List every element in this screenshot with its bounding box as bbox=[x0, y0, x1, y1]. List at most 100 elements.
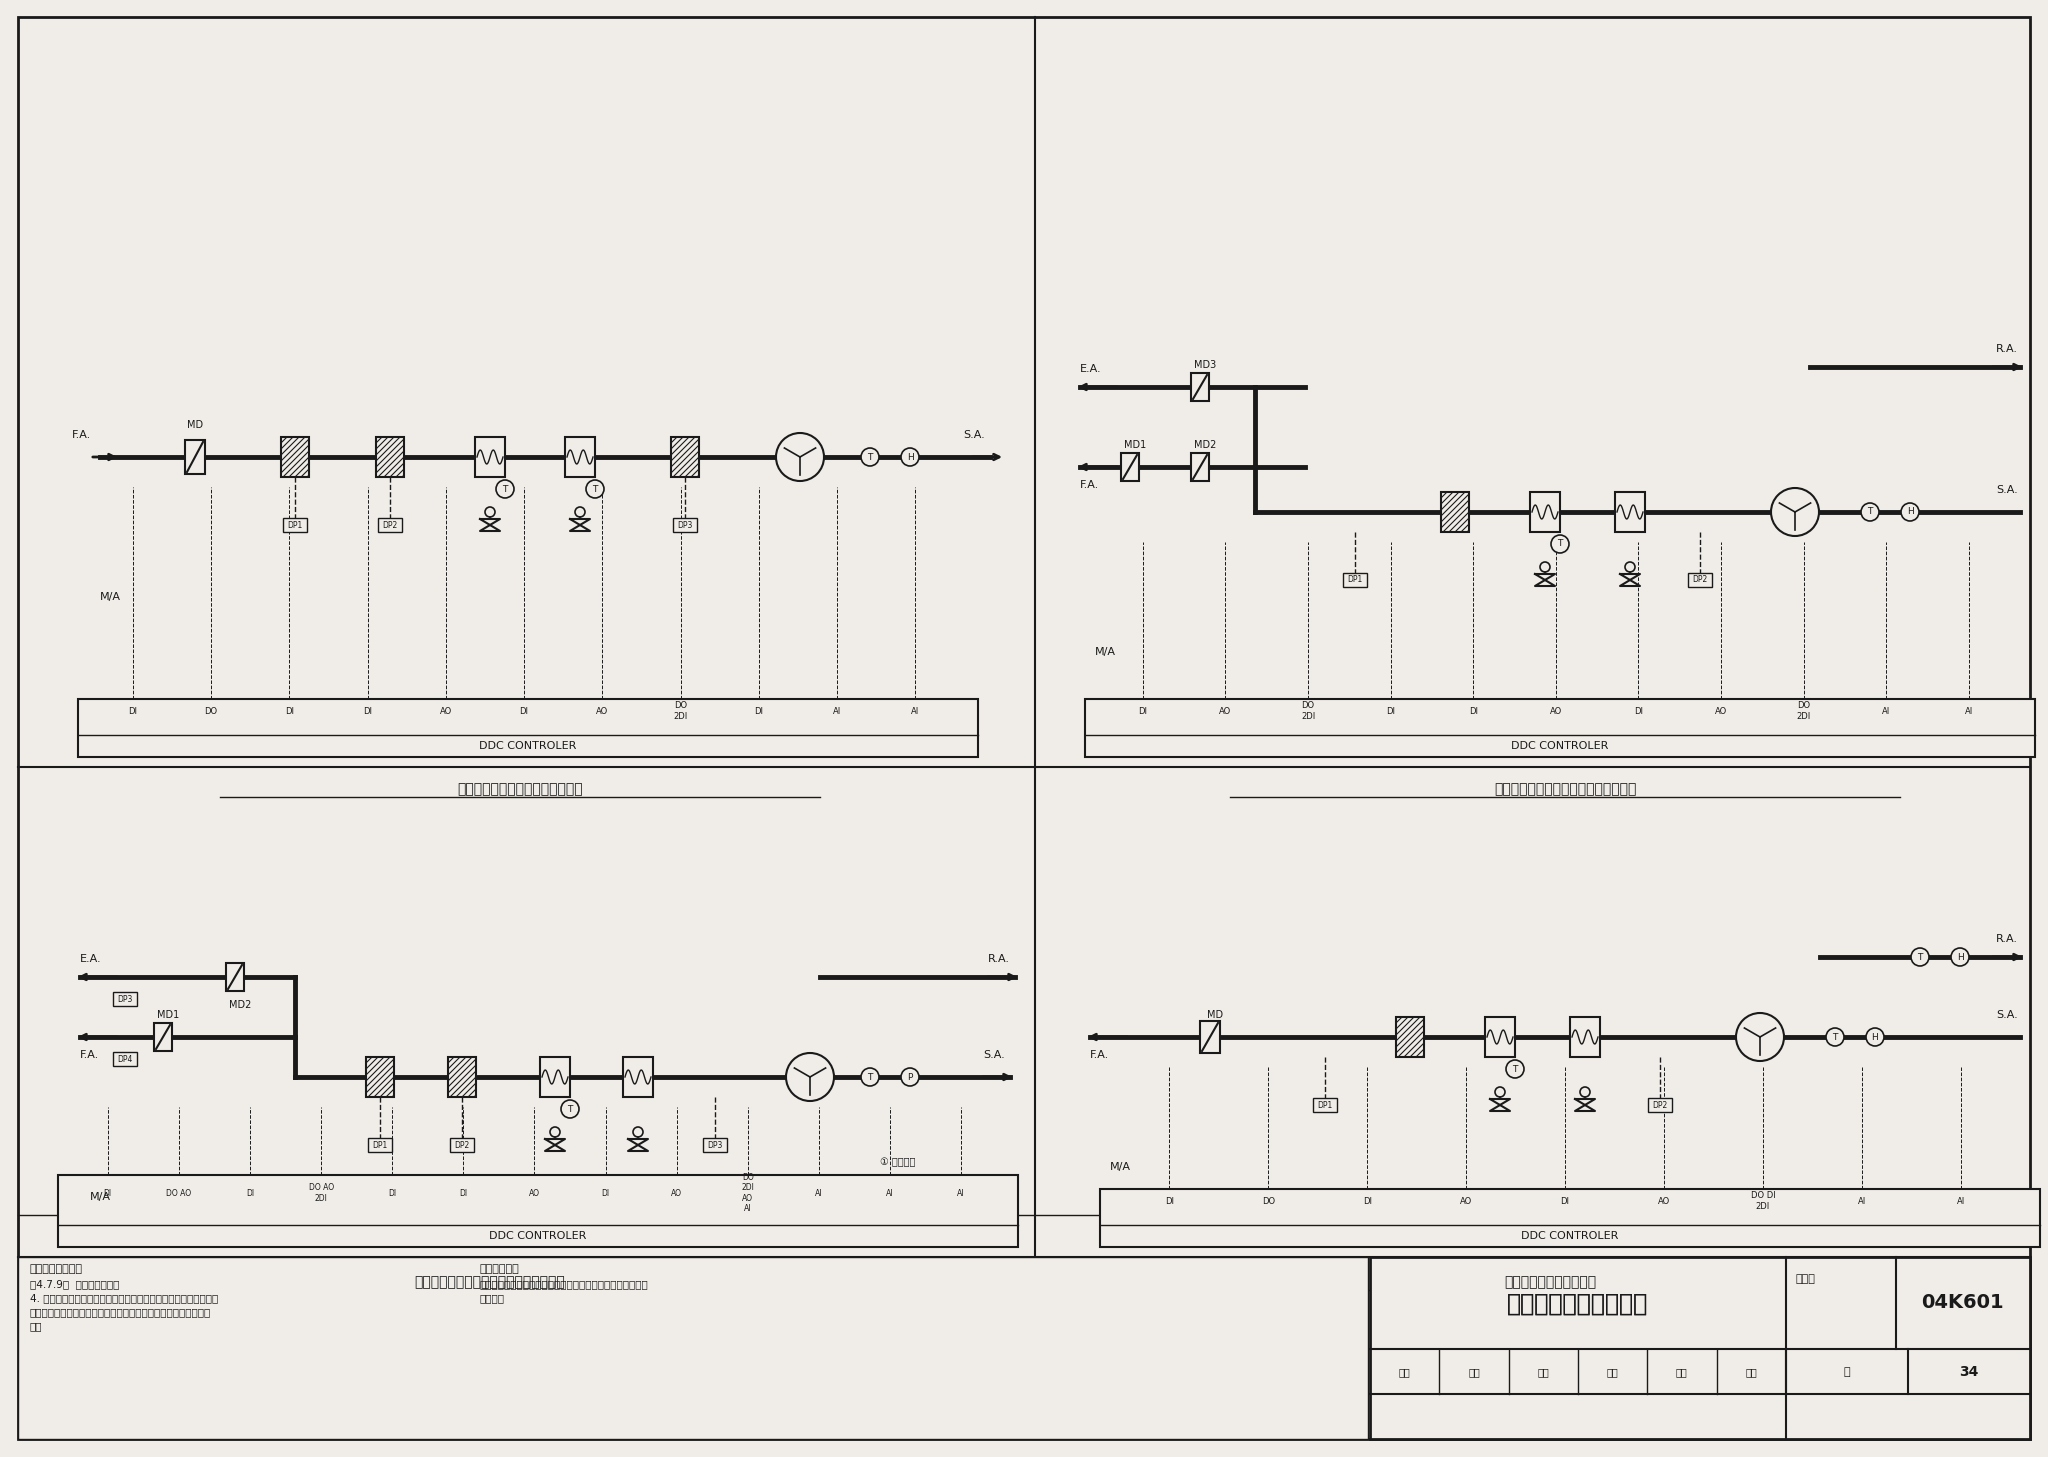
Text: 审核: 审核 bbox=[1399, 1367, 1411, 1377]
Text: DI: DI bbox=[1165, 1196, 1174, 1205]
Text: DP3: DP3 bbox=[117, 995, 133, 1004]
Text: DP2: DP2 bbox=[383, 520, 397, 529]
Bar bbox=[623, 1056, 653, 1097]
Text: AO: AO bbox=[1659, 1196, 1669, 1205]
Circle shape bbox=[860, 447, 879, 466]
Bar bbox=[1313, 1099, 1337, 1112]
Text: H: H bbox=[1956, 953, 1964, 962]
Text: DO
2DI: DO 2DI bbox=[674, 701, 688, 721]
Bar bbox=[1192, 453, 1208, 481]
Text: DP4: DP4 bbox=[117, 1055, 133, 1064]
Circle shape bbox=[776, 433, 823, 481]
Text: DI: DI bbox=[1468, 707, 1479, 715]
Text: DI: DI bbox=[129, 707, 137, 715]
Bar bbox=[1530, 492, 1561, 532]
Text: S.A.: S.A. bbox=[1997, 1010, 2017, 1020]
Bar bbox=[1649, 1099, 1671, 1112]
Text: 页: 页 bbox=[1843, 1367, 1849, 1377]
Bar bbox=[1192, 373, 1208, 401]
Bar bbox=[1370, 1257, 2030, 1440]
Circle shape bbox=[1862, 503, 1878, 522]
Circle shape bbox=[485, 507, 496, 517]
Circle shape bbox=[860, 1068, 879, 1085]
Text: 34: 34 bbox=[1960, 1365, 1978, 1378]
Text: F.A.: F.A. bbox=[80, 1050, 98, 1061]
Circle shape bbox=[586, 479, 604, 498]
Circle shape bbox=[1737, 1013, 1784, 1061]
Text: MD1: MD1 bbox=[1124, 440, 1147, 450]
Text: F.A.: F.A. bbox=[1090, 1050, 1110, 1061]
Bar bbox=[541, 1056, 569, 1097]
Text: H: H bbox=[1872, 1033, 1878, 1042]
Text: M/A: M/A bbox=[100, 592, 121, 602]
Text: DDC CONTROLER: DDC CONTROLER bbox=[1511, 742, 1608, 750]
Text: AO: AO bbox=[672, 1189, 682, 1198]
Bar bbox=[18, 1257, 1368, 1440]
Text: T: T bbox=[1511, 1065, 1518, 1074]
Text: T: T bbox=[1917, 953, 1923, 962]
Text: S.A.: S.A. bbox=[963, 430, 985, 440]
Text: AI: AI bbox=[1882, 707, 1890, 715]
Text: 【深度规定条文】: 【深度规定条文】 bbox=[31, 1265, 84, 1273]
Text: DI: DI bbox=[459, 1189, 467, 1198]
Text: 设计: 设计 bbox=[1675, 1367, 1688, 1377]
Text: T: T bbox=[866, 1072, 872, 1081]
Bar bbox=[1688, 573, 1712, 587]
Circle shape bbox=[1772, 488, 1819, 536]
Text: AI: AI bbox=[1858, 1196, 1866, 1205]
Text: DP1: DP1 bbox=[1317, 1100, 1333, 1109]
Bar bbox=[113, 992, 137, 1005]
Text: AO: AO bbox=[1714, 707, 1726, 715]
Bar bbox=[57, 1174, 1018, 1247]
Text: 丁高: 丁高 bbox=[1468, 1367, 1481, 1377]
Bar bbox=[565, 437, 596, 476]
Circle shape bbox=[1540, 562, 1550, 573]
Bar bbox=[283, 519, 307, 532]
Text: DO AO
2DI: DO AO 2DI bbox=[309, 1183, 334, 1202]
Bar bbox=[113, 1052, 137, 1067]
Text: DI: DI bbox=[1386, 707, 1395, 715]
Circle shape bbox=[1901, 503, 1919, 522]
Text: ① 新风机用: ① 新风机用 bbox=[881, 1157, 915, 1167]
Text: 金跃: 金跃 bbox=[1745, 1367, 1757, 1377]
Text: AO: AO bbox=[1460, 1196, 1473, 1205]
Circle shape bbox=[633, 1128, 643, 1136]
Bar bbox=[377, 437, 403, 476]
Bar bbox=[451, 1138, 473, 1152]
Text: DI: DI bbox=[1634, 707, 1642, 715]
Circle shape bbox=[1579, 1087, 1589, 1097]
Text: 空调自控原理图（一）: 空调自控原理图（一） bbox=[1507, 1292, 1649, 1316]
Text: AO: AO bbox=[596, 707, 608, 715]
Text: DI: DI bbox=[104, 1189, 113, 1198]
Circle shape bbox=[901, 447, 920, 466]
Bar bbox=[367, 1056, 393, 1097]
Circle shape bbox=[1911, 949, 1929, 966]
Text: DI: DI bbox=[285, 707, 293, 715]
Text: 新风机组（初效过滤、中效过滤）: 新风机组（初效过滤、中效过滤） bbox=[457, 782, 584, 796]
Text: 王加: 王加 bbox=[1608, 1367, 1618, 1377]
Text: 04K601: 04K601 bbox=[1921, 1292, 2005, 1311]
Text: M/A: M/A bbox=[1110, 1163, 1130, 1171]
Text: F.A.: F.A. bbox=[72, 430, 92, 440]
Text: H: H bbox=[1907, 507, 1913, 516]
Text: T: T bbox=[1556, 539, 1563, 548]
Text: F.A.: F.A. bbox=[1079, 479, 1100, 490]
Text: T: T bbox=[502, 485, 508, 494]
Text: DI: DI bbox=[246, 1189, 254, 1198]
Text: DP1: DP1 bbox=[1348, 576, 1362, 584]
Text: AO: AO bbox=[1550, 707, 1563, 715]
Bar bbox=[369, 1138, 391, 1152]
Text: DI: DI bbox=[754, 707, 764, 715]
Bar bbox=[225, 963, 244, 991]
Text: DP2: DP2 bbox=[1653, 1100, 1667, 1109]
Circle shape bbox=[496, 479, 514, 498]
Bar bbox=[1120, 453, 1139, 481]
Text: DDC CONTROLER: DDC CONTROLER bbox=[489, 1231, 586, 1241]
Text: T: T bbox=[1833, 1033, 1837, 1042]
Text: R.A.: R.A. bbox=[1997, 934, 2017, 944]
Text: DI: DI bbox=[602, 1189, 610, 1198]
Text: 空调自控原理图（一）: 空调自控原理图（一） bbox=[1507, 1292, 1649, 1316]
Text: DO
2DI: DO 2DI bbox=[1796, 701, 1810, 721]
Text: R.A.: R.A. bbox=[987, 954, 1010, 965]
Text: DP3: DP3 bbox=[707, 1141, 723, 1150]
